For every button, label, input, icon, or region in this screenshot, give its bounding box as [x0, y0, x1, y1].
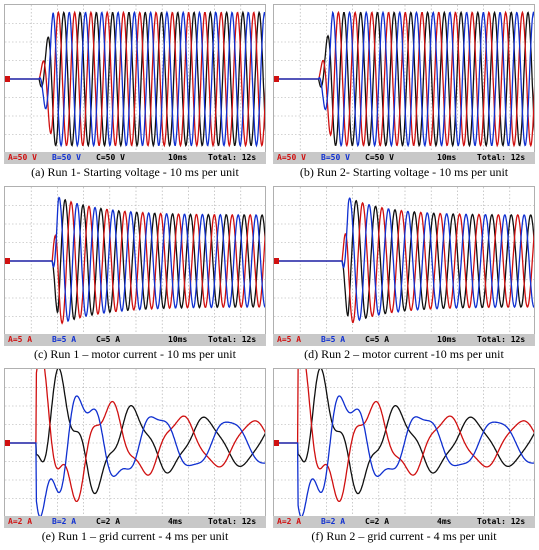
trace-phase-c [274, 369, 534, 495]
waveform-plot [5, 369, 265, 517]
panel-caption: (c) Run 1 – motor current - 10 ms per un… [34, 347, 236, 361]
timebase-label: 10ms [437, 153, 457, 162]
trace-phase-b [274, 197, 534, 322]
scope-screen [273, 4, 535, 160]
channel-c-scale: C=2 A [96, 517, 121, 526]
channel-b-scale: B=2 A [321, 517, 346, 526]
total-time-label: Total: 12s [208, 153, 257, 162]
total-time-label: Total: 12s [208, 335, 257, 344]
trace-phase-b [5, 196, 265, 322]
channel-b-scale: B=50 V [321, 153, 350, 162]
trace-phase-b [5, 10, 265, 148]
channel-b-scale: B=50 V [52, 153, 81, 162]
trace-phase-b [274, 10, 534, 148]
total-time-label: Total: 12s [477, 153, 526, 162]
scope-screen [4, 186, 266, 342]
scope-screen [4, 368, 266, 524]
channel-b-scale: B=5 A [321, 335, 346, 344]
trace-phase-b [274, 395, 534, 517]
waveform-plot [274, 369, 534, 517]
scope-status-bar: A=5 A B=5 A C=5 A 10ms Total: 12s [4, 334, 266, 346]
trace-phase-c [5, 10, 265, 148]
ground-marker [274, 440, 279, 446]
total-time-label: Total: 12s [477, 517, 526, 526]
trace-phase-a [5, 10, 265, 148]
waveform-plot [5, 5, 265, 153]
ground-marker [5, 440, 10, 446]
ground-marker [5, 258, 10, 264]
scope-status-bar: A=2 A B=2 A C=2 A 4ms Total: 12s [4, 516, 266, 528]
timebase-label: 4ms [437, 517, 452, 526]
ground-marker [5, 76, 10, 82]
waveform-plot [274, 5, 534, 153]
channel-c-scale: C=5 A [365, 335, 390, 344]
waveform-plot [5, 187, 265, 335]
channel-a-scale: A=5 A [277, 335, 302, 344]
timebase-label: 10ms [437, 335, 457, 344]
total-time-label: Total: 12s [477, 335, 526, 344]
channel-c-scale: C=50 V [365, 153, 394, 162]
channel-c-scale: C=50 V [96, 153, 125, 162]
channel-a-scale: A=2 A [277, 517, 302, 526]
timebase-label: 4ms [168, 517, 183, 526]
trace-phase-c [5, 369, 265, 495]
scope-status-bar: A=2 A B=2 A C=2 A 4ms Total: 12s [273, 516, 535, 528]
trace-phase-c [274, 199, 534, 320]
scope-screen [273, 186, 535, 342]
timebase-label: 10ms [168, 153, 188, 162]
trace-phase-b [5, 395, 265, 517]
channel-a-scale: A=5 A [8, 335, 33, 344]
trace-phase-a [274, 369, 534, 503]
total-time-label: Total: 12s [208, 517, 257, 526]
channel-a-scale: A=50 V [8, 153, 37, 162]
scope-screen [273, 368, 535, 524]
timebase-label: 10ms [168, 335, 188, 344]
ground-marker [274, 76, 279, 82]
scope-grid [5, 369, 265, 517]
trace-phase-a [5, 369, 265, 503]
scope-screen [4, 4, 266, 160]
ground-marker [274, 258, 279, 264]
scope-status-bar: A=50 V B=50 V C=50 V 10ms Total: 12s [4, 152, 266, 164]
panel-caption: (a) Run 1- Starting voltage - 10 ms per … [31, 165, 239, 179]
waveform-plot [274, 187, 534, 335]
scope-status-bar: A=5 A B=5 A C=5 A 10ms Total: 12s [273, 334, 535, 346]
channel-b-scale: B=5 A [52, 335, 77, 344]
channel-a-scale: A=2 A [8, 517, 33, 526]
channel-c-scale: C=2 A [365, 517, 390, 526]
panel-caption: (b) Run 2- Starting voltage - 10 ms per … [299, 165, 509, 179]
panel-caption: (f) Run 2 – grid current - 4 ms per unit [311, 529, 497, 543]
channel-c-scale: C=5 A [96, 335, 121, 344]
scope-status-bar: A=50 V B=50 V C=50 V 10ms Total: 12s [273, 152, 535, 164]
channel-b-scale: B=2 A [52, 517, 77, 526]
panel-caption: (e) Run 1 – grid current - 4 ms per unit [41, 529, 229, 543]
channel-a-scale: A=50 V [277, 153, 306, 162]
panel-caption: (d) Run 2 – motor current -10 ms per uni… [304, 347, 504, 361]
